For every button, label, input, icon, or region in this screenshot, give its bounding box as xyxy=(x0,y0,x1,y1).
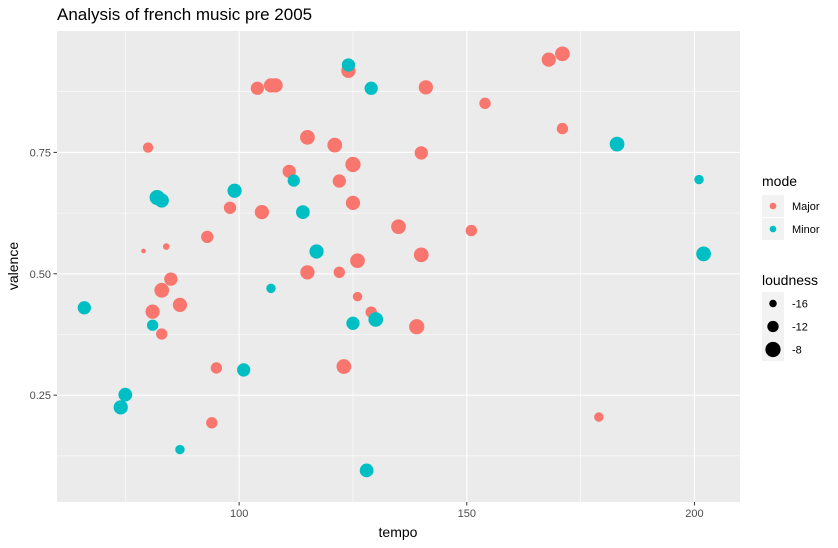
point-major xyxy=(268,78,282,92)
point-major xyxy=(409,319,424,334)
point-minor xyxy=(227,184,241,198)
x-tick-label: 100 xyxy=(230,508,248,520)
point-major xyxy=(206,417,217,428)
y-axis-ticks: 0.25 0.50 0.75 xyxy=(30,147,57,402)
point-minor xyxy=(288,174,300,186)
point-major xyxy=(353,292,362,301)
y-tick-label: 0.50 xyxy=(30,269,51,281)
x-tick-label: 200 xyxy=(685,508,703,520)
point-major xyxy=(415,146,428,159)
y-tick-label: 0.75 xyxy=(30,147,51,159)
point-minor xyxy=(78,301,91,314)
point-minor xyxy=(309,244,323,258)
point-major xyxy=(300,130,315,145)
point-major xyxy=(346,196,360,210)
point-major xyxy=(334,267,345,278)
y-tick-label: 0.25 xyxy=(30,390,51,402)
point-major xyxy=(557,123,568,134)
point-major xyxy=(224,202,236,214)
x-axis-title: tempo xyxy=(379,524,418,540)
point-minor xyxy=(360,464,374,478)
legend-key-minor xyxy=(770,226,777,233)
plot-panel xyxy=(57,31,740,502)
legend-key-major xyxy=(770,203,777,210)
point-minor xyxy=(346,317,359,330)
point-major xyxy=(164,272,177,285)
point-major xyxy=(337,359,352,374)
point-major xyxy=(141,249,146,254)
legend-size-label-12: -12 xyxy=(792,322,808,334)
point-major xyxy=(300,265,314,279)
point-minor xyxy=(147,320,158,331)
point-major xyxy=(251,82,264,95)
point-major xyxy=(419,80,433,94)
x-tick-label: 150 xyxy=(458,508,476,520)
point-major xyxy=(466,225,477,236)
legend-mode: mode Major Minor xyxy=(762,173,820,240)
point-major xyxy=(163,243,170,250)
point-major xyxy=(201,231,213,243)
chart-title: Analysis of french music pre 2005 xyxy=(57,5,312,24)
point-minor xyxy=(342,58,355,71)
point-minor xyxy=(266,284,275,293)
point-minor xyxy=(368,312,383,327)
point-major xyxy=(143,142,153,152)
point-major xyxy=(156,328,167,339)
point-major xyxy=(555,46,570,61)
y-axis-title: valence xyxy=(5,242,21,290)
legend-size-key-16 xyxy=(769,300,777,308)
point-major xyxy=(327,138,342,153)
point-minor xyxy=(365,82,378,95)
legend-mode-title: mode xyxy=(762,173,797,189)
legend-label-major: Major xyxy=(792,201,820,213)
legend-size-key-12 xyxy=(767,321,778,332)
point-minor xyxy=(155,193,169,207)
point-major xyxy=(479,98,490,109)
point-major xyxy=(542,53,556,67)
point-major xyxy=(255,205,269,219)
point-minor xyxy=(694,175,703,184)
legend-size-label-8: -8 xyxy=(792,345,802,357)
point-major xyxy=(391,219,406,234)
point-minor xyxy=(118,388,132,402)
point-minor xyxy=(610,137,625,152)
legend-size-label-16: -16 xyxy=(792,299,808,311)
point-major xyxy=(333,174,346,187)
legend-size-key-8 xyxy=(765,342,780,357)
point-minor xyxy=(696,247,711,262)
point-minor xyxy=(175,445,184,454)
legend-loudness-title: loudness xyxy=(762,272,818,288)
point-major xyxy=(594,412,603,421)
x-axis-ticks: 100 150 200 xyxy=(230,502,704,520)
point-major xyxy=(146,305,160,319)
point-major xyxy=(414,247,429,262)
point-major xyxy=(350,253,365,268)
point-minor xyxy=(296,205,310,219)
point-major xyxy=(173,298,187,312)
point-minor xyxy=(114,400,128,414)
point-minor xyxy=(237,363,250,376)
legend-loudness: loudness -16 -12 -8 xyxy=(762,272,818,361)
point-major xyxy=(345,157,360,172)
point-major xyxy=(211,362,222,373)
point-major xyxy=(154,283,169,298)
legend-label-minor: Minor xyxy=(792,224,820,236)
